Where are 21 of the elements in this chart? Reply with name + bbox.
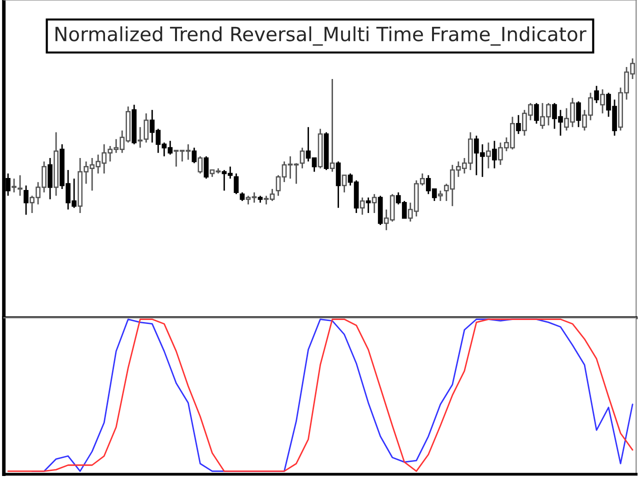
candlestick xyxy=(516,114,521,135)
candlestick xyxy=(486,142,491,170)
candlestick xyxy=(336,160,341,209)
candlestick xyxy=(366,196,371,214)
candlestick xyxy=(576,100,581,128)
candlestick xyxy=(438,190,443,202)
candlestick xyxy=(204,156,209,180)
candlestick xyxy=(234,172,239,195)
candlestick xyxy=(534,102,539,124)
chart-title: Normalized Trend Reversal_Multi Time Frame_Indicator xyxy=(56,26,586,46)
candlestick xyxy=(492,140,497,170)
candlestick xyxy=(594,85,599,104)
candlestick xyxy=(372,193,377,214)
candlestick xyxy=(48,157,53,200)
candlestick xyxy=(360,196,365,216)
candlestick xyxy=(342,174,347,194)
candlestick xyxy=(24,184,28,216)
candlestick xyxy=(198,156,203,174)
candlestick xyxy=(192,147,197,164)
candlestick xyxy=(600,88,605,114)
candlestick xyxy=(330,78,335,172)
